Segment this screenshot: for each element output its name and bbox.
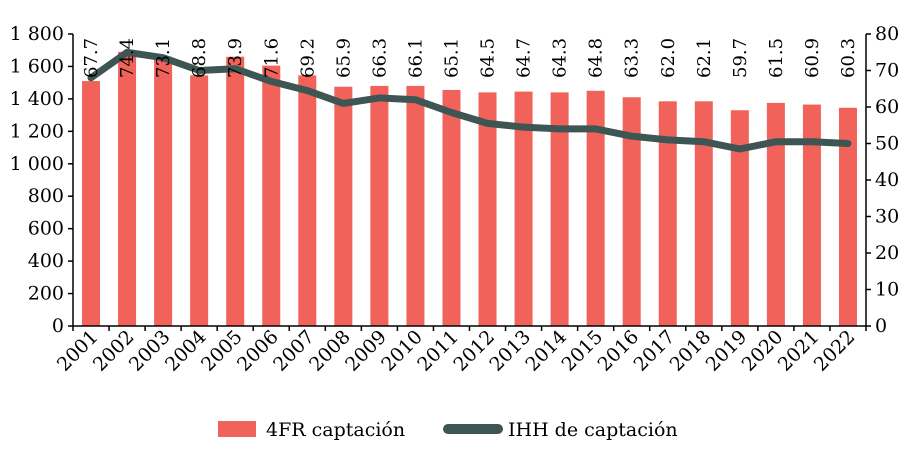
x-axis-ticks: 2001200220032004200520062007200820092010… (53, 326, 867, 376)
legend-bar-label: 4FR captación (266, 419, 405, 441)
x-tick-label-2017: 2017 (630, 326, 680, 376)
left-tick-label: 400 (28, 250, 64, 272)
bar-2017 (658, 101, 677, 326)
data-label-2004: 68.8 (189, 38, 210, 78)
right-tick-label: 40 (875, 169, 899, 191)
right-tick-label: 50 (875, 133, 899, 155)
data-label-2021: 60.9 (802, 38, 823, 78)
left-tick-label: 1 600 (10, 55, 64, 77)
bar-2021 (802, 104, 821, 326)
bar-2010 (406, 85, 425, 327)
bar-2018 (694, 101, 713, 326)
right-tick-label: 20 (875, 242, 899, 264)
bar-2002 (118, 51, 137, 326)
left-tick-label: 200 (28, 283, 64, 305)
bar-series (82, 51, 857, 327)
x-tick-label-2013: 2013 (485, 326, 535, 376)
bar-2003 (154, 56, 173, 326)
data-label-2022: 60.3 (838, 38, 859, 78)
right-axis-ticks: 0 10 20 30 40 50 60 70 80 (866, 23, 899, 337)
ihh-line (87, 48, 852, 153)
data-label-2008: 65.9 (333, 38, 354, 78)
right-tick-label: 70 (875, 60, 899, 82)
left-axis-ticks: 0 200 400 600 800 1 000 1 200 1 400 1 600 1 800 (10, 23, 73, 337)
data-labels: 67.7 74.4 73.1 68.8 73.9 71.6 69.2 65.9 66.3 66.1… (81, 38, 859, 78)
x-tick-label-2003: 2003 (125, 326, 175, 376)
bar-2005 (226, 56, 245, 326)
data-label-2015: 64.8 (586, 38, 607, 78)
legend-line-label: IHH de captación (508, 419, 678, 441)
x-tick-label-2010: 2010 (377, 326, 427, 376)
x-tick-label-2004: 2004 (161, 326, 211, 376)
legend-bar-swatch (218, 421, 256, 437)
x-tick-label-2012: 2012 (449, 326, 499, 376)
x-tick-label-2005: 2005 (197, 326, 247, 376)
data-label-2019: 59.7 (730, 38, 751, 78)
right-tick-label: 0 (875, 315, 887, 337)
x-tick-label-2011: 2011 (413, 326, 463, 376)
data-label-2018: 62.1 (694, 38, 715, 78)
x-tick-label-2018: 2018 (666, 326, 716, 376)
line-series (87, 48, 852, 153)
x-tick-label-2008: 2008 (305, 326, 355, 376)
left-tick-label: 1 400 (10, 88, 64, 110)
left-tick-label: 0 (52, 315, 64, 337)
data-label-2016: 63.3 (622, 38, 643, 78)
bar-2012 (478, 92, 497, 327)
right-tick-label: 80 (875, 23, 899, 45)
bar-2015 (586, 90, 605, 327)
x-tick-label-2014: 2014 (521, 326, 571, 376)
bar-2008 (334, 86, 353, 326)
data-label-2001: 67.7 (81, 38, 102, 78)
x-tick-label-2006: 2006 (233, 326, 283, 376)
bar-2006 (262, 65, 281, 326)
bar-2016 (622, 97, 641, 327)
data-label-2005: 73.9 (225, 38, 246, 78)
right-tick-label: 10 (875, 279, 899, 301)
left-tick-label: 800 (28, 185, 64, 207)
right-tick-label: 60 (875, 96, 899, 118)
bar-2007 (298, 75, 317, 326)
x-tick-label-2007: 2007 (269, 326, 319, 376)
bar-2020 (766, 102, 785, 326)
bar-2001 (82, 81, 101, 327)
x-tick-label-2020: 2020 (738, 326, 788, 376)
left-tick-label: 1 000 (10, 153, 64, 175)
data-label-2002: 74.4 (117, 38, 138, 78)
data-label-2012: 64.5 (478, 38, 499, 78)
bar-2011 (442, 89, 461, 326)
left-tick-label: 1 200 (10, 120, 64, 142)
x-tick-label-2015: 2015 (557, 326, 607, 376)
bar-2013 (514, 91, 533, 326)
x-tick-label-2016: 2016 (593, 326, 643, 376)
bar-2014 (550, 92, 569, 327)
bar-2009 (370, 85, 389, 327)
x-tick-label-2009: 2009 (341, 326, 391, 376)
legend: 4FR captación IHH de captación (218, 419, 678, 441)
x-tick-label-2022: 2022 (810, 326, 860, 376)
bar-2019 (730, 110, 749, 326)
data-label-2010: 66.1 (405, 38, 426, 78)
x-tick-label-2002: 2002 (89, 326, 139, 376)
data-label-2017: 62.0 (658, 38, 679, 78)
data-label-2007: 69.2 (297, 38, 318, 78)
data-label-2013: 64.7 (514, 38, 535, 78)
x-tick-label-2019: 2019 (702, 326, 752, 376)
right-tick-label: 30 (875, 206, 899, 228)
bar-2004 (190, 75, 209, 326)
data-label-2006: 71.6 (261, 38, 282, 78)
data-label-2011: 65.1 (441, 38, 462, 78)
x-tick-label-2021: 2021 (774, 326, 824, 376)
data-label-2003: 73.1 (153, 38, 174, 78)
left-tick-label: 600 (28, 218, 64, 240)
data-label-2009: 66.3 (369, 38, 390, 78)
data-label-2020: 61.5 (766, 38, 787, 78)
left-tick-label: 1 800 (10, 23, 64, 45)
data-label-2014: 64.3 (550, 38, 571, 78)
bar-2022 (838, 107, 857, 326)
